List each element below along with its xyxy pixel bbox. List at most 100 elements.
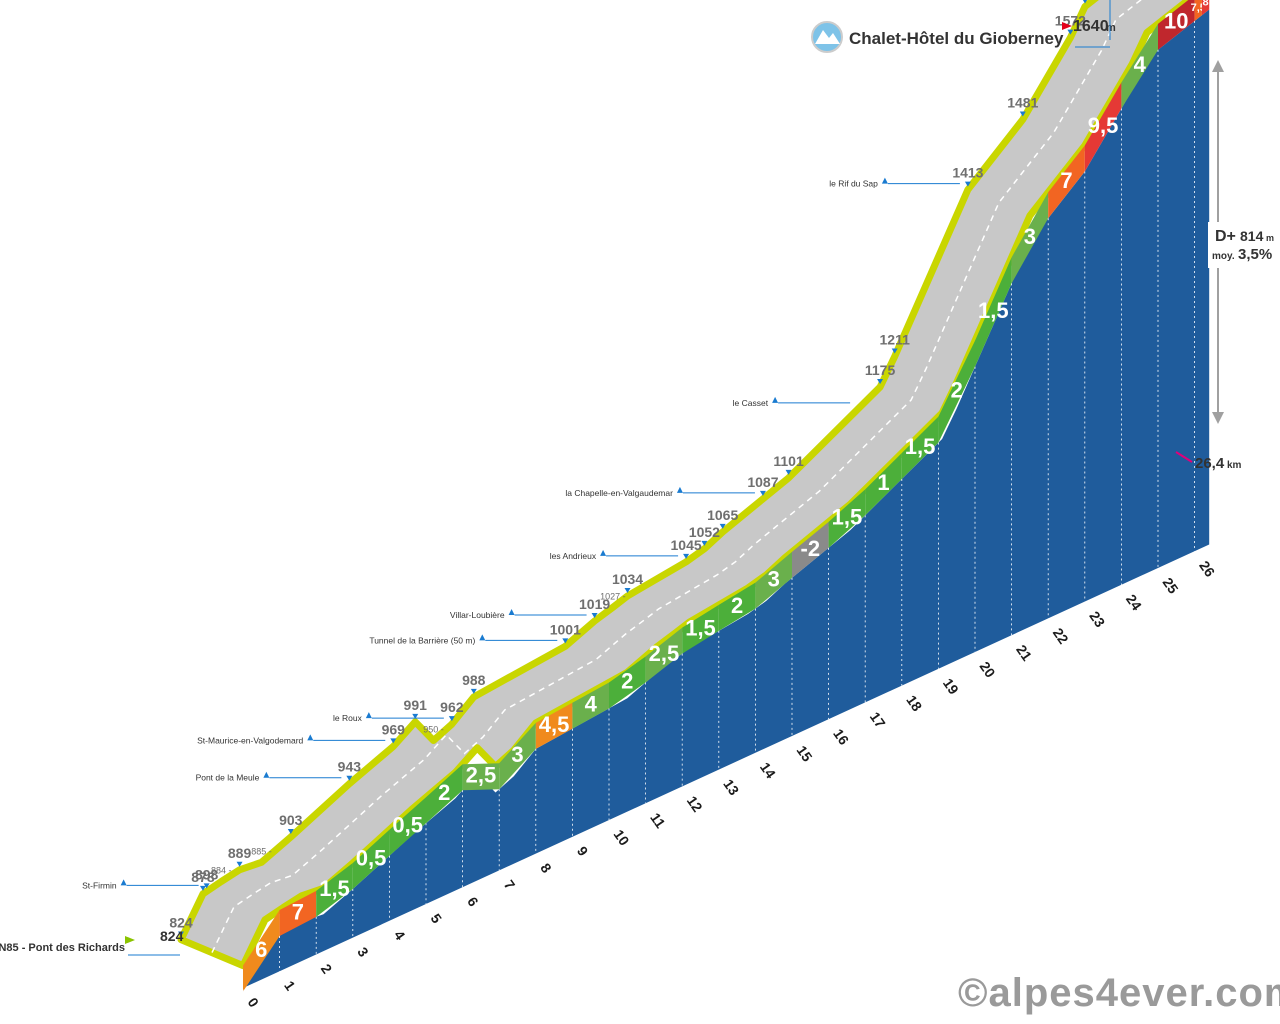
grade-label: 0,5 bbox=[392, 813, 423, 838]
grade-segment bbox=[938, 340, 975, 443]
side-panels bbox=[243, 9, 1210, 992]
grade-segment bbox=[975, 257, 1012, 367]
elevation-label: 962 bbox=[440, 699, 464, 715]
grade-label: 2,5 bbox=[649, 641, 680, 666]
elevation-label: 1101 bbox=[773, 453, 804, 469]
elevation-marker-icon bbox=[236, 861, 243, 867]
grade-label: 1,5 bbox=[832, 505, 863, 530]
grade-segment bbox=[243, 909, 280, 992]
grade-segment bbox=[1158, 0, 1195, 50]
grade-label: 7 bbox=[292, 899, 304, 924]
grade-segment bbox=[389, 797, 426, 856]
grade-segment bbox=[316, 863, 353, 917]
elevation-marker-icon bbox=[346, 775, 353, 781]
elevation-marker-icon bbox=[287, 829, 294, 835]
place-label: le Casset bbox=[733, 398, 769, 408]
grade-segment bbox=[352, 829, 390, 890]
elevation-marker-icon bbox=[1019, 111, 1026, 117]
grade-segment bbox=[1048, 145, 1085, 219]
elevation-marker-icon bbox=[470, 688, 477, 694]
elevation-label: 1065 bbox=[707, 507, 738, 523]
elevation-marker-icon bbox=[701, 540, 708, 546]
elevation-label: 824 bbox=[169, 915, 193, 931]
bridge-icon bbox=[263, 771, 270, 778]
grade-label: 2 bbox=[951, 378, 963, 403]
grade-label: 8 bbox=[1203, 0, 1209, 8]
grade-label: 3 bbox=[768, 566, 780, 591]
summit-elevation: 1640 bbox=[1073, 18, 1109, 35]
km-tick-label: 22 bbox=[1050, 625, 1072, 647]
elevation-label: 1087 bbox=[747, 474, 778, 490]
grade-segment bbox=[718, 582, 756, 631]
grade-band: 671,50,50,522,534,5422,51,523-21,511,521… bbox=[243, 0, 1210, 992]
grade-label: 3 bbox=[511, 742, 523, 767]
distance-value: 26,4 bbox=[1195, 455, 1225, 472]
church-icon bbox=[676, 486, 683, 493]
grade-segment bbox=[865, 452, 902, 516]
church-icon bbox=[508, 609, 515, 616]
grade-label: 9,5 bbox=[1088, 113, 1119, 138]
elevation-label: 878 bbox=[191, 869, 215, 885]
grade-segment bbox=[828, 489, 866, 548]
grade-label: 1,5 bbox=[978, 298, 1009, 323]
km-tick-label: 3 bbox=[354, 944, 372, 960]
tunnel-icon bbox=[479, 634, 486, 641]
gain-box bbox=[1208, 222, 1274, 268]
elevation-label: 1019 bbox=[579, 596, 610, 612]
km-tick-label: 24 bbox=[1123, 591, 1145, 613]
grade-segment bbox=[1011, 192, 1049, 284]
elevation-label: 943 bbox=[338, 759, 362, 775]
elevation-label-minor: 885 - bbox=[251, 846, 272, 856]
gain-label: D+ bbox=[1215, 228, 1236, 245]
start-flag-icon bbox=[125, 936, 135, 944]
grade-segment bbox=[426, 764, 463, 824]
km-tick-label: 6 bbox=[464, 894, 482, 910]
elevation-label: 969 bbox=[382, 721, 406, 737]
elevation-marker-icon bbox=[877, 379, 884, 385]
elevation-label-minor: 1027 - bbox=[600, 591, 626, 601]
km-tick-label: 20 bbox=[977, 659, 999, 681]
grade-label: 2,5 bbox=[466, 763, 497, 788]
km-tick-label: 1 bbox=[281, 978, 299, 994]
place-label: Pont de la Meule bbox=[196, 773, 260, 783]
gain-unit: m bbox=[1266, 233, 1274, 243]
grade-segment bbox=[535, 702, 573, 749]
grade-segment bbox=[279, 890, 317, 936]
grade-segment bbox=[792, 521, 829, 578]
church-icon bbox=[307, 734, 314, 741]
elevation-label: 991 bbox=[404, 697, 428, 713]
grade-segment bbox=[462, 763, 500, 791]
km-tick-label: 21 bbox=[1013, 642, 1035, 664]
elevation-marker-icon bbox=[591, 613, 598, 619]
summit-unit: m bbox=[1106, 22, 1116, 34]
grade-segment bbox=[1084, 82, 1122, 172]
km-tick-label: 11 bbox=[647, 810, 669, 831]
grade-label: 4 bbox=[585, 692, 598, 717]
elevation-label-minor: 950 - bbox=[423, 724, 444, 734]
distance-tick bbox=[1175, 451, 1193, 463]
elevation-label: 1175 bbox=[865, 362, 896, 378]
grade-segment bbox=[1194, 0, 1202, 22]
profile-side-face bbox=[243, 9, 1210, 992]
average-label: moy. bbox=[1212, 251, 1235, 262]
grade-label: 4 bbox=[1134, 52, 1147, 77]
hamlet-icon bbox=[365, 712, 372, 719]
start-name: N85 - Pont des Richards bbox=[0, 942, 125, 954]
km-tick-label: 17 bbox=[867, 709, 889, 731]
elevation-label: 898 bbox=[195, 866, 219, 882]
grade-label: 2 bbox=[731, 593, 743, 618]
place-label: les Andrieux bbox=[550, 551, 597, 561]
elevation-marker-icon bbox=[562, 638, 569, 644]
elevation-marker-icon bbox=[203, 883, 210, 889]
km-tick-label: 19 bbox=[940, 675, 962, 697]
watermark: ©alpes4ever.com bbox=[958, 971, 1280, 1015]
start-elevation: 824 bbox=[160, 928, 184, 944]
summit-name: Chalet-Hôtel du Gioberney bbox=[849, 29, 1064, 48]
km-tick-label: 9 bbox=[574, 843, 592, 859]
elevation-marker-icon bbox=[719, 523, 726, 529]
grade-label: 1,5 bbox=[685, 615, 716, 640]
elevation-marker-icon bbox=[178, 931, 184, 937]
km-tick-label: 18 bbox=[903, 692, 925, 714]
